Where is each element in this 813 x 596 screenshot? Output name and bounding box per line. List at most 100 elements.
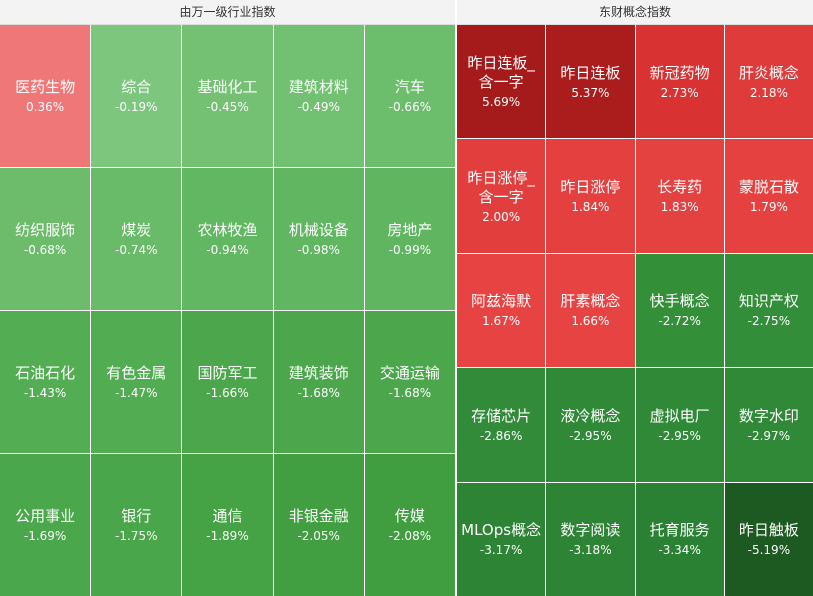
- cell: 阿兹海默 1.67%: [457, 253, 546, 368]
- panel: 东财概念指数 昨日连板_含一字 5.69% 昨日连板 5.37% 新冠药物 2.73% 肝炎概…: [457, 0, 813, 596]
- cell-value: 2.18%: [749, 85, 788, 100]
- cell-value: -0.19%: [115, 100, 158, 114]
- cell-value: 5.37%: [571, 85, 610, 100]
- cell-value: -0.68%: [23, 243, 67, 257]
- cell-value: -1.43%: [23, 386, 67, 400]
- cell-name: 医药生物: [15, 78, 76, 96]
- cell-name: 蒙脱石散: [738, 178, 799, 197]
- cell: 房地产 -0.99%: [364, 168, 455, 310]
- cell: 存储芯片 -2.86%: [457, 368, 546, 482]
- cell: 国防军工 -1.66%: [182, 311, 273, 453]
- cell-value: -0.74%: [115, 243, 158, 257]
- cell: 长寿药 1.83%: [635, 139, 724, 253]
- cell: 昨日连板 5.37%: [546, 25, 635, 139]
- cell-value: -2.86%: [479, 428, 523, 443]
- cell-value: -5.19%: [747, 543, 791, 558]
- cell-value: -0.66%: [388, 100, 432, 114]
- cell-name: 纺织服饰: [15, 221, 76, 239]
- cell-name: 数字水印: [738, 406, 799, 425]
- cell: 综合 -0.19%: [91, 25, 182, 167]
- cell: 肝素概念 1.66%: [546, 253, 635, 368]
- cell-name: 昨日涨停_含一字: [467, 168, 535, 206]
- cell-name: 昨日触板: [738, 521, 799, 540]
- cell: 非银金融 -2.05%: [273, 454, 364, 596]
- cell: 汽车 -0.66%: [364, 25, 455, 167]
- cell-name: 房地产: [387, 221, 433, 239]
- cell-value: -2.05%: [297, 529, 340, 543]
- cell-name: 肝素概念: [560, 292, 621, 311]
- cell: 建筑装饰 -1.68%: [273, 311, 364, 453]
- cell: 石油石化 -1.43%: [0, 311, 91, 453]
- cell: 公用事业 -1.69%: [0, 454, 91, 596]
- cell: 昨日连板_含一字 5.69%: [457, 25, 546, 139]
- cell-value: -1.89%: [206, 529, 249, 543]
- cell: 有色金属 -1.47%: [91, 311, 182, 453]
- cell-name: 银行: [121, 507, 152, 525]
- cell-name: 通信: [212, 507, 243, 525]
- cell-value: 1.67%: [482, 314, 521, 329]
- cell-name: 公用事业: [15, 507, 76, 525]
- cell-name: 交通运输: [379, 364, 440, 382]
- cell-value: -2.95%: [658, 428, 701, 443]
- cell-value: 2.73%: [660, 85, 699, 100]
- cell: 数字水印 -2.97%: [724, 368, 813, 482]
- cell-name: 肝炎概念: [738, 63, 799, 82]
- cell: 昨日触板 -5.19%: [724, 482, 813, 596]
- cell-name: 有色金属: [106, 364, 167, 382]
- cell-value: 0.36%: [26, 100, 65, 114]
- cell-value: -0.49%: [297, 100, 340, 114]
- cell-grid: 昨日连板_含一字 5.69% 昨日连板 5.37% 新冠药物 2.73% 肝炎概念 2.18%…: [457, 25, 813, 596]
- cell-grid: 医药生物 0.36% 综合 -0.19% 基础化工 -0.45% 建筑材料 -0.49% 汽车 -…: [0, 25, 455, 596]
- cell-value: 2.00%: [482, 209, 521, 224]
- cell-value: -2.72%: [658, 314, 701, 329]
- cell: 建筑材料 -0.49%: [273, 25, 364, 167]
- cell-value: 1.84%: [571, 200, 610, 215]
- cell-value: -0.99%: [388, 243, 432, 257]
- cell-name: 机械设备: [288, 221, 349, 239]
- cell-value: 1.66%: [571, 314, 610, 329]
- cell-value: -2.08%: [388, 529, 432, 543]
- cell-name: 昨日连板_含一字: [467, 54, 535, 92]
- cell-name: 汽车: [394, 78, 425, 96]
- cell-name: 数字阅读: [560, 521, 621, 540]
- cell: 银行 -1.75%: [91, 454, 182, 596]
- cell-name: 虚拟电厂: [649, 406, 710, 425]
- cell: 通信 -1.89%: [182, 454, 273, 596]
- cell-value: -0.94%: [206, 243, 249, 257]
- cell: 昨日涨停 1.84%: [546, 139, 635, 253]
- cell: 昨日涨停_含一字 2.00%: [457, 139, 546, 253]
- cell-name: 传媒: [394, 507, 425, 525]
- cell-name: MLOps概念: [461, 521, 542, 540]
- cell: 肝炎概念 2.18%: [724, 25, 813, 139]
- cell-value: 1.79%: [749, 200, 788, 215]
- cell-name: 建筑装饰: [288, 364, 349, 382]
- cell-value: -1.69%: [23, 529, 67, 543]
- cell-name: 托育服务: [649, 521, 710, 540]
- cell-name: 综合: [121, 78, 152, 96]
- cell-name: 建筑材料: [288, 78, 349, 96]
- cell: 交通运输 -1.68%: [364, 311, 455, 453]
- cell-name: 新冠药物: [649, 63, 710, 82]
- cell: 虚拟电厂 -2.95%: [635, 368, 724, 482]
- cell-name: 昨日涨停: [560, 178, 621, 197]
- cell-name: 非银金融: [288, 507, 349, 525]
- cell: 新冠药物 2.73%: [635, 25, 724, 139]
- cell-name: 国防军工: [197, 364, 258, 382]
- cell: 医药生物 0.36%: [0, 25, 91, 167]
- cell: 纺织服饰 -0.68%: [0, 168, 91, 310]
- cell-value: -0.45%: [206, 100, 249, 114]
- cell-name: 液冷概念: [560, 406, 621, 425]
- cell-value: 1.83%: [660, 200, 699, 215]
- cell-name: 存储芯片: [471, 406, 532, 425]
- cell-value: -0.98%: [297, 243, 340, 257]
- panel-title: 由万一级行业指数: [0, 0, 455, 25]
- cell-value: -1.47%: [115, 386, 158, 400]
- cell-name: 昨日连板: [560, 63, 621, 82]
- cell-name: 基础化工: [197, 78, 258, 96]
- cell-value: -1.68%: [388, 386, 432, 400]
- cell: 蒙脱石散 1.79%: [724, 139, 813, 253]
- cell-name: 石油石化: [15, 364, 76, 382]
- cell-value: -3.18%: [569, 543, 612, 558]
- cell: 基础化工 -0.45%: [182, 25, 273, 167]
